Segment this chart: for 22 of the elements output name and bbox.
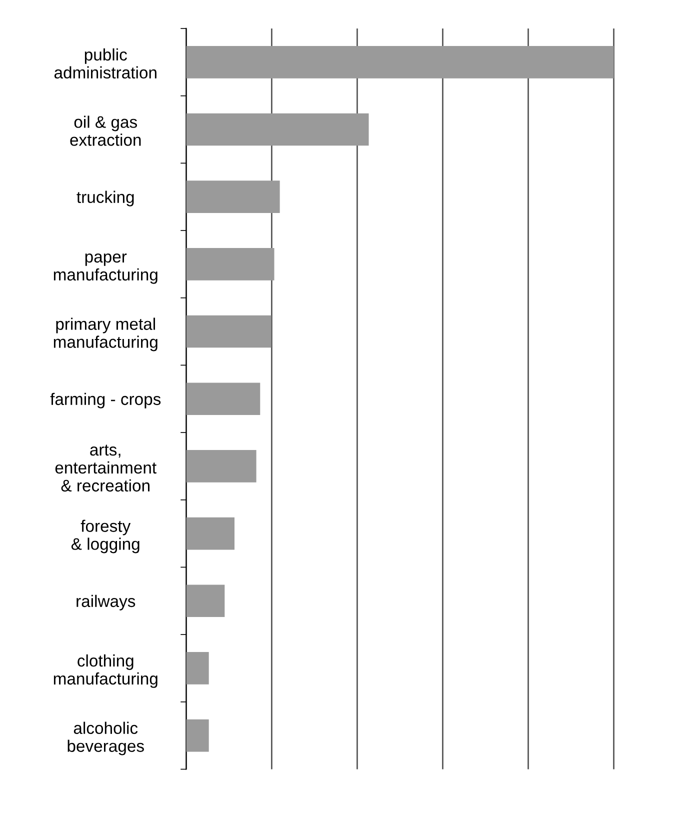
bar	[186, 652, 209, 684]
bar	[186, 382, 260, 416]
bar	[186, 248, 274, 280]
bar	[186, 450, 256, 482]
y-tick-label: clothing manufacturing	[54, 654, 158, 688]
bar	[186, 180, 280, 213]
y-tick-label: public administration	[54, 48, 156, 79]
y-tick-label: foresty & logging	[71, 520, 140, 554]
y-tick-label: paper manufacturing	[54, 253, 158, 284]
y-tick-label: trucking	[76, 190, 134, 206]
y-tick-label: alcoholic beverages	[68, 722, 144, 756]
bar	[186, 719, 209, 752]
y-tick-label: farming - crops	[50, 392, 161, 408]
bar	[186, 113, 369, 146]
bar	[186, 517, 234, 550]
y-tick-label: railways	[76, 594, 136, 610]
y-tick-label: primary metal manufacturing	[54, 318, 158, 352]
bar	[186, 46, 614, 78]
bar	[186, 584, 225, 618]
y-tick-label: arts, entertainment & recreation	[55, 444, 156, 492]
bar	[186, 315, 272, 348]
y-tick-label: oil & gas extraction	[70, 116, 141, 146]
